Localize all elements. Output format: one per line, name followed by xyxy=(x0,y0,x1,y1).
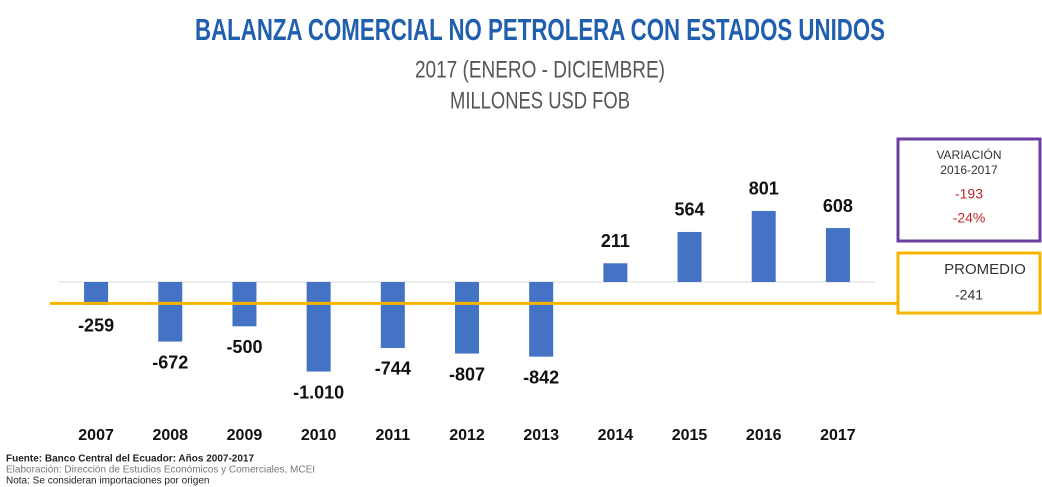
data-label: -259 xyxy=(78,316,114,336)
x-tick-label: 2008 xyxy=(152,427,188,444)
variation-period: 2016-2017 xyxy=(940,163,998,177)
x-tick-label: 2017 xyxy=(820,427,856,444)
chart-subtitle: MILLONES USD FOB xyxy=(450,87,630,114)
chart-title: BALANZA COMERCIAL NO PETROLERA CON ESTAD… xyxy=(195,12,885,47)
bar xyxy=(603,263,628,282)
data-label: -500 xyxy=(226,337,262,357)
variation-title: VARIACIÓN xyxy=(936,147,1001,162)
data-label: -842 xyxy=(523,367,559,387)
note: Elaboración: Dirección de Estudios Econó… xyxy=(6,465,315,476)
note: Nota: Se consideran importaciones por or… xyxy=(6,476,209,487)
x-tick-label: 2010 xyxy=(301,427,337,444)
variation-box xyxy=(896,137,1042,243)
variation-value: -193 xyxy=(955,186,983,202)
data-label: -744 xyxy=(375,359,411,379)
data-label: 801 xyxy=(749,179,779,199)
note: Fuente: Banco Central del Ecuador: Años … xyxy=(6,454,254,465)
bar xyxy=(529,281,554,357)
bar xyxy=(380,281,405,348)
average-name: PROMEDIO xyxy=(944,261,1026,278)
x-tick-label: 2012 xyxy=(449,427,485,444)
bar xyxy=(825,228,850,282)
x-tick-label: 2011 xyxy=(375,427,410,444)
x-tick-label: 2016 xyxy=(746,427,782,444)
data-label: -672 xyxy=(152,352,188,372)
x-tick-label: 2007 xyxy=(78,427,114,444)
variation-percent: -24% xyxy=(953,210,986,226)
data-label: 608 xyxy=(823,196,853,216)
bar xyxy=(306,281,331,372)
data-label: 211 xyxy=(601,231,630,251)
chart-subtitle: 2017 (ENERO - DICIEMBRE) xyxy=(415,56,665,83)
average-box xyxy=(896,251,1042,315)
data-label: -807 xyxy=(449,364,485,384)
data-label: 564 xyxy=(675,200,705,220)
bar xyxy=(751,210,776,282)
bar xyxy=(158,281,183,342)
bar xyxy=(455,281,479,354)
x-tick-label: 2013 xyxy=(523,427,559,444)
data-label: -1.010 xyxy=(293,382,344,402)
x-tick-label: 2009 xyxy=(227,427,263,444)
bar xyxy=(677,231,702,282)
x-tick-label: 2014 xyxy=(598,427,634,444)
bar xyxy=(84,281,109,305)
x-tick-label: 2015 xyxy=(672,427,708,444)
average-label: -241 xyxy=(955,287,983,303)
